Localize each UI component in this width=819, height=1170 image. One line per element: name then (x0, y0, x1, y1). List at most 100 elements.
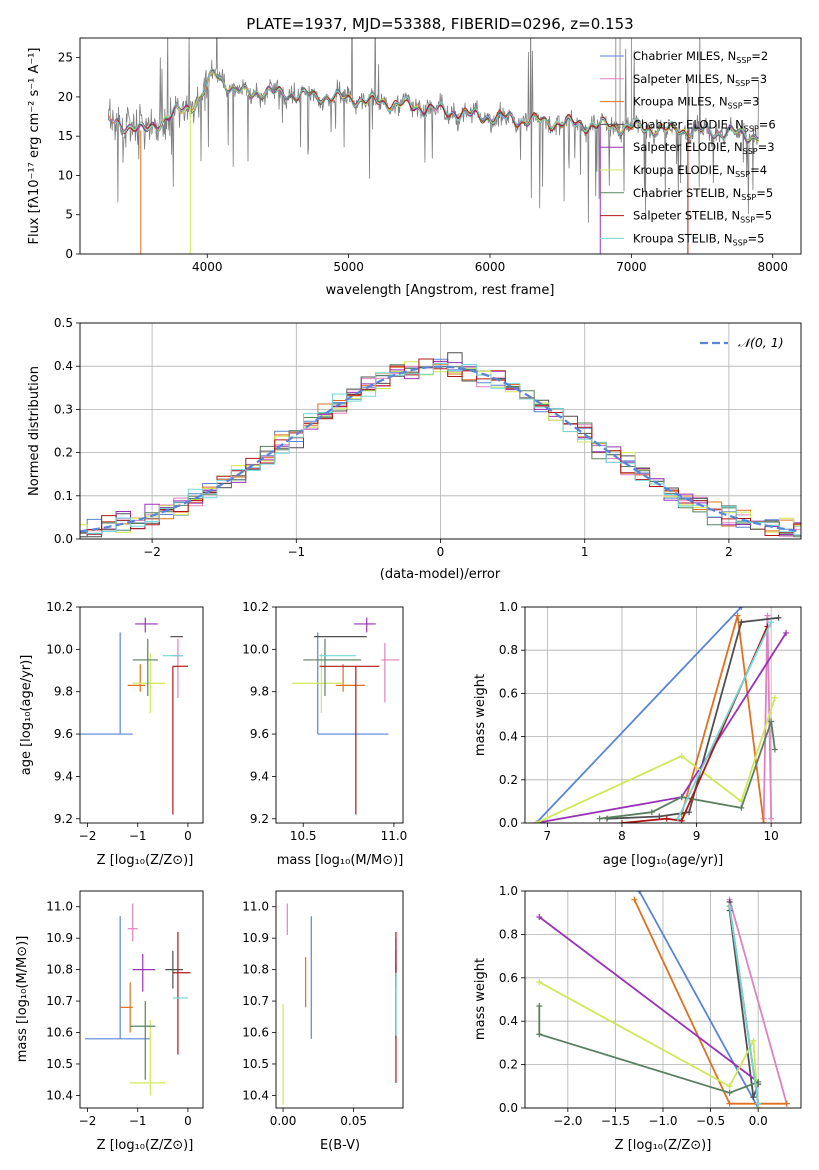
mass-weight-vs-Z-xlabel: Z [log₁₀(Z/Z⊙)] (615, 1138, 712, 1153)
y-tick-label: 0.8 (499, 643, 518, 657)
legend-label: Salpeter MILES, NSSP=3 (633, 72, 767, 88)
hist-plot-area (80, 352, 801, 538)
y-tick-label: 0.8 (499, 927, 518, 941)
weight-point-marker (764, 612, 771, 619)
weight-point-marker (726, 1100, 733, 1107)
x-tick-label: 6000 (475, 260, 506, 274)
x-tick-label: 5000 (333, 260, 364, 274)
age-vs-Z-ylabel: age [log₁₀(age/yr)] (19, 655, 34, 776)
y-tick-label: 0.0 (499, 816, 518, 830)
weight-point-marker (771, 694, 778, 701)
spectrum-plot-area (107, 38, 759, 254)
y-tick-label: 1.0 (499, 600, 518, 614)
y-tick-label: 10.7 (46, 994, 73, 1008)
y-tick-label: 10.2 (46, 600, 73, 614)
weight-point-marker (775, 614, 782, 621)
x-tick-label: 7000 (616, 260, 647, 274)
y-tick-label: 0.6 (499, 971, 518, 985)
y-tick-label: 10.5 (46, 1057, 73, 1071)
legend-label: 𝒩(0, 1) (738, 335, 784, 350)
histogram-step-chabrier-miles (80, 358, 801, 534)
weight-line-chabrier-stelib (599, 721, 776, 820)
weight-point-marker (663, 815, 670, 822)
x-tick-label: 7 (544, 829, 552, 843)
weight-point-marker (536, 979, 543, 986)
weight-point-marker (631, 896, 638, 903)
ageZ-plot-area (80, 617, 188, 815)
y-tick-label: 10.0 (242, 642, 269, 656)
ageM-frame (275, 606, 404, 824)
x-tick-label: 10 (764, 829, 779, 843)
x-tick-label: 0.0 (749, 1114, 768, 1128)
histogram-panel: (data-model)/error Normed distribution −… (27, 316, 802, 582)
weight-point-marker (596, 815, 603, 822)
weight-point-marker (678, 753, 685, 760)
normal-reference-curve (80, 365, 801, 533)
y-tick-label: 10.5 (242, 1057, 269, 1071)
weight-point-marker (783, 629, 790, 636)
weight-line-chabrier-miles (638, 891, 759, 1108)
weight-point-marker (536, 1003, 543, 1010)
x-tick-label: 0.05 (340, 1114, 367, 1128)
weight-line-salpeter-miles (762, 615, 773, 819)
legend-label: Kroupa STELIB, NSSP=5 (633, 231, 764, 247)
x-tick-label: 0 (184, 1114, 192, 1128)
y-tick-label: 9.8 (54, 685, 73, 699)
spectrum-frame (79, 37, 802, 255)
y-tick-label: 11.0 (46, 900, 73, 914)
wAge-plot-area (533, 607, 790, 823)
y-tick-label: 9.4 (250, 769, 269, 783)
mass-weight-vs-Z-panel: Z [log₁₀(Z/Z⊙)] mass weight −2.0 −1.5 −1.0… (473, 884, 802, 1153)
weight-line-salpeter-stelib (621, 626, 769, 823)
weight-line-salpeter-miles (728, 899, 788, 1104)
y-tick-label: 0 (65, 247, 73, 261)
mass-vs-ebv-xlabel: E(B-V) (320, 1138, 360, 1153)
weight-point-marker (750, 1037, 757, 1044)
weight-point-marker (648, 809, 655, 816)
y-tick-label: 0.0 (54, 532, 73, 546)
y-tick-label: 0.0 (499, 1101, 518, 1115)
weight-point-marker (726, 1083, 733, 1090)
legend-label: Kroupa ELODIE, NSSP=4 (633, 163, 767, 179)
x-tick-label: 10.5 (290, 829, 317, 843)
mZ-frame (79, 890, 204, 1109)
legend-label: Chabrier ELODIE, NSSP=6 (633, 117, 776, 133)
weight-point-marker (738, 607, 745, 610)
y-tick-label: 25 (58, 51, 73, 65)
age-vs-mass-xlabel: mass [log₁₀(M/M⊙)] (277, 853, 404, 868)
mass-weight-vs-age-panel: age [log₁₀(age/yr)] mass weight 7 8 9 10 0.0… (473, 600, 802, 868)
weight-line-chabrier-stelib (538, 1006, 759, 1094)
weight-line-salpeter-elodie (536, 632, 787, 823)
y-tick-label: 9.8 (250, 685, 269, 699)
y-tick-label: 10.6 (242, 1026, 269, 1040)
legend-label: Salpeter ELODIE, NSSP=3 (633, 140, 775, 156)
y-tick-label: 10.9 (242, 931, 269, 945)
x-tick-label: 1 (581, 545, 589, 559)
wAge-frame (524, 606, 802, 824)
age-vs-Z-xlabel: Z [log₁₀(Z/Z⊙)] (97, 853, 194, 868)
observed-spectrum-line (107, 38, 759, 223)
x-tick-label: −1.5 (601, 1114, 630, 1128)
ageM-plot-area (292, 617, 400, 815)
weight-point-marker (768, 718, 775, 725)
weight-line-kroupa-elodie (535, 697, 776, 823)
spectrum-ylabel: Flux [fλ10⁻¹⁷ erg cm⁻² s⁻¹ A⁻¹] (27, 48, 42, 245)
weight-point-marker (686, 809, 693, 816)
ageZ-axes: −2 −1 0 9.2 9.4 9.6 9.8 10.0 10.2 (46, 600, 204, 843)
ageZ-frame (79, 606, 204, 824)
weight-point-marker (636, 891, 643, 894)
wAge-axes: 7 8 9 10 0.0 0.2 0.4 0.6 0.8 1.0 (499, 600, 802, 843)
histogram-xlabel: (data-model)/error (380, 567, 501, 582)
y-tick-label: 0.2 (499, 773, 518, 787)
legend-label: Chabrier STELIB, NSSP=5 (633, 186, 773, 202)
weight-line-kroupa-elodie (538, 981, 760, 1108)
y-tick-label: 9.2 (250, 812, 269, 826)
x-tick-label: −1.0 (648, 1114, 677, 1128)
mass-vs-ebv-panel: E(B-V) 0.00 0.05 10.4 10.5 10.6 10.7 10.8 10.9 1… (242, 890, 404, 1153)
age-vs-Z-panel: Z [log₁₀(Z/Z⊙)] age [log₁₀(age/yr)] −2 −1… (19, 600, 204, 868)
histogram-step-kroupa-stelib (80, 363, 801, 536)
model-line-kroupa-stelib (115, 68, 759, 141)
y-tick-label: 0.2 (54, 446, 73, 460)
histogram-legend: 𝒩(0, 1) (700, 335, 784, 350)
weight-line-salpeter-elodie (538, 916, 759, 1083)
